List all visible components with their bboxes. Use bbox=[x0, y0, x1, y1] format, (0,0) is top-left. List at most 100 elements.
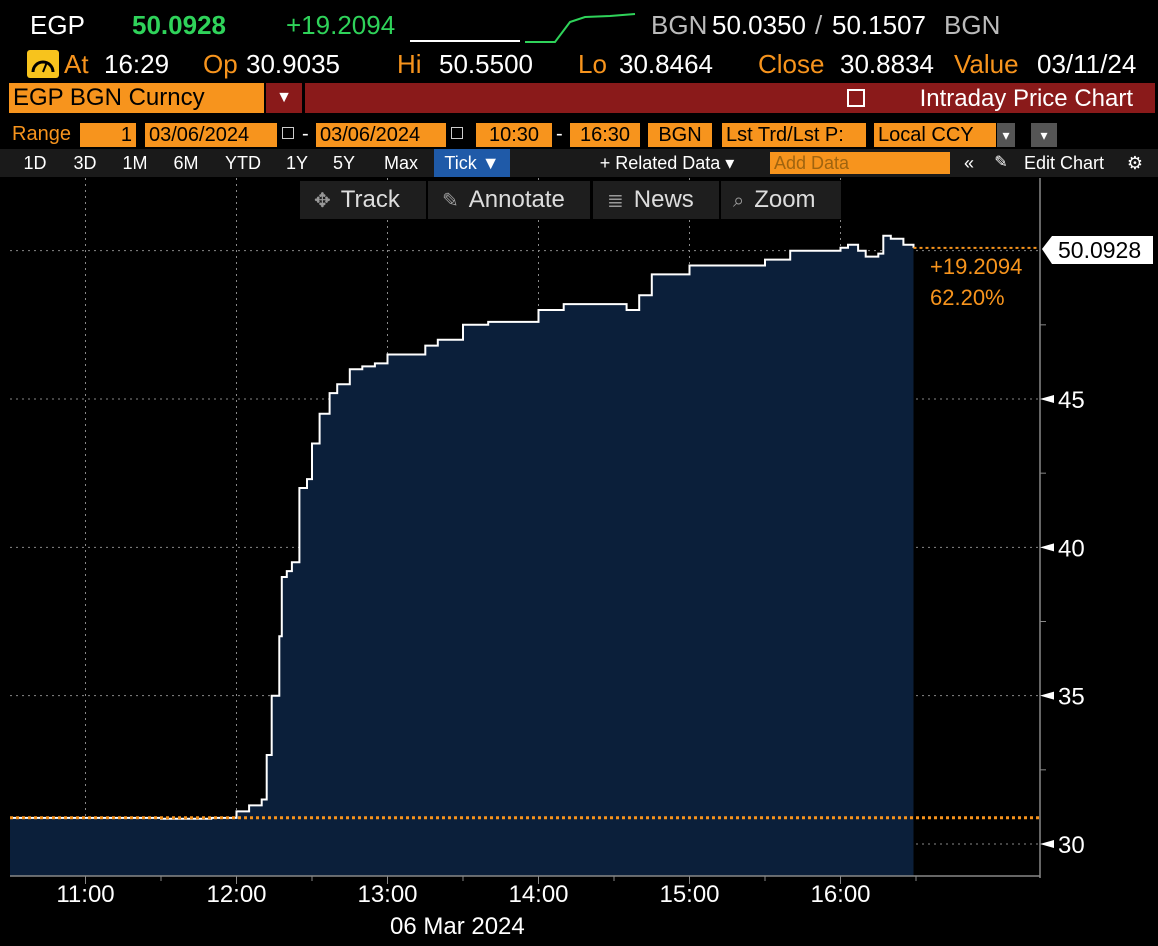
popout-icon[interactable] bbox=[847, 89, 865, 107]
range-label: Range bbox=[12, 123, 71, 145]
pencil-icon[interactable]: ✎ bbox=[994, 154, 1008, 171]
chart-toolbar: ✥ Track ✎ Annotate ≣ News ⌕ Zoom bbox=[300, 181, 841, 219]
close-value: 30.8834 bbox=[840, 49, 934, 79]
value-date: 03/11/24 bbox=[1037, 49, 1137, 79]
add-data-input[interactable]: Add Data bbox=[770, 152, 950, 174]
time-dash: - bbox=[556, 123, 563, 145]
last-price-tag: 50.0928 bbox=[1042, 236, 1153, 264]
annotate-label: Annotate bbox=[468, 186, 565, 213]
x-tick-label: 14:00 bbox=[508, 881, 568, 908]
chart-title-bar: Intraday Price Chart bbox=[305, 83, 1155, 113]
price-change: +19.2094 bbox=[286, 10, 396, 40]
currency-input[interactable]: BGN bbox=[648, 123, 712, 147]
ticker-label: EGP bbox=[30, 10, 85, 40]
zoom-button[interactable]: ⌕ Zoom bbox=[721, 181, 841, 219]
y-tick-marker bbox=[1040, 543, 1054, 552]
bid-ccy: BGN bbox=[651, 10, 708, 40]
zoom-label: Zoom bbox=[754, 186, 816, 213]
gear-icon[interactable]: ⚙ bbox=[1126, 153, 1144, 173]
sparkline-baseline bbox=[410, 40, 520, 42]
x-tick-label: 12:00 bbox=[206, 881, 266, 908]
bid-price: 50.0350 bbox=[712, 10, 806, 40]
news-icon: ≣ bbox=[607, 190, 624, 212]
track-button[interactable]: ✥ Track bbox=[300, 181, 426, 219]
security-input[interactable]: EGP BGN Curncy bbox=[9, 83, 264, 113]
ask-ccy: BGN bbox=[944, 10, 1001, 40]
y-tick-marker bbox=[1040, 840, 1054, 848]
end-date-input[interactable]: 03/06/2024 bbox=[316, 123, 446, 147]
quote-stats: At 16:29 Op 30.9035 Hi 50.5500 Lo 30.846… bbox=[0, 48, 1158, 80]
title-bar: EGP BGN Curncy ▼ Intraday Price Chart bbox=[0, 82, 1158, 114]
annotate-button[interactable]: ✎ Annotate bbox=[428, 181, 590, 219]
low-label: Lo bbox=[578, 49, 607, 79]
period-max[interactable]: Max bbox=[383, 153, 418, 173]
edit-chart-button[interactable]: Edit Chart bbox=[1023, 153, 1105, 173]
period-1d[interactable]: 1D bbox=[23, 153, 47, 173]
gauge-icon[interactable] bbox=[27, 50, 59, 78]
period-3d[interactable]: 3D bbox=[73, 153, 97, 173]
pen-icon: ✎ bbox=[442, 190, 459, 212]
open-label: Op bbox=[203, 49, 238, 79]
period-bar: 1D 3D 1M 6M YTD 1Y 5Y Max Tick ▼ + Relat… bbox=[0, 149, 1158, 177]
magnifier-icon: ⌕ bbox=[733, 190, 745, 212]
price-line bbox=[10, 234, 915, 820]
news-label: News bbox=[633, 186, 694, 213]
y-tick-label: 35 bbox=[1058, 684, 1085, 711]
close-label: Close bbox=[758, 49, 825, 79]
price-area bbox=[10, 235, 914, 877]
sparkline bbox=[525, 13, 636, 43]
calendar-icon[interactable] bbox=[282, 127, 294, 139]
range-count-input[interactable]: 1 bbox=[80, 123, 136, 147]
period-1m[interactable]: 1M bbox=[122, 153, 148, 173]
related-data-button[interactable]: + Related Data ▾ bbox=[599, 153, 735, 173]
y-ticks: 30 35 40 45 bbox=[1040, 387, 1085, 859]
security-dropdown[interactable]: ▼ bbox=[266, 83, 302, 113]
calendar-icon[interactable] bbox=[451, 127, 463, 139]
y-tick-marker bbox=[1040, 395, 1054, 403]
last-price-tag-label: 50.0928 bbox=[1058, 237, 1141, 263]
start-time-input[interactable]: 10:30 bbox=[476, 123, 552, 147]
x-tick-label: 16:00 bbox=[810, 881, 870, 908]
period-6m[interactable]: 6M bbox=[173, 153, 199, 173]
pct-annotation: 62.20% bbox=[930, 285, 1005, 310]
end-time-input[interactable]: 16:30 bbox=[570, 123, 640, 147]
open-value: 30.9035 bbox=[246, 49, 340, 79]
start-date-input[interactable]: 03/06/2024 bbox=[145, 123, 277, 147]
crosshair-icon: ✥ bbox=[314, 190, 331, 212]
value-label: Value bbox=[954, 49, 1019, 79]
x-axis-date-label: 06 Mar 2024 bbox=[390, 913, 525, 940]
x-tick-label: 15:00 bbox=[659, 881, 719, 908]
filter-dropdown[interactable]: ▾ bbox=[1031, 123, 1057, 147]
ccy-mode-dropdown[interactable]: ▾ bbox=[997, 123, 1015, 147]
high-label: Hi bbox=[397, 49, 422, 79]
y-tick-label: 45 bbox=[1058, 387, 1085, 414]
track-label: Track bbox=[340, 186, 400, 213]
period-5y[interactable]: 5Y bbox=[332, 153, 356, 173]
low-value: 30.8464 bbox=[619, 49, 713, 79]
last-price: 50.0928 bbox=[132, 10, 226, 40]
x-ticks: 11:00 12:00 13:00 14:00 15:00 16:00 bbox=[56, 876, 917, 908]
bid-ask-separator: / bbox=[815, 10, 823, 40]
ccy-mode-select[interactable]: Local CCY bbox=[874, 123, 996, 147]
at-value: 16:29 bbox=[104, 49, 170, 79]
chart-title: Intraday Price Chart bbox=[919, 85, 1133, 112]
quote-header: EGP 50.0928 +19.2094 BGN 50.0350 / 50.15… bbox=[0, 0, 1158, 46]
collapse-icon[interactable]: « bbox=[963, 153, 974, 173]
y-tick-marker bbox=[1040, 691, 1054, 700]
y-tick-label: 30 bbox=[1058, 832, 1085, 859]
at-label: At bbox=[64, 49, 89, 79]
period-ytd[interactable]: YTD bbox=[225, 153, 261, 173]
range-bar: Range 1 03/06/2024 - 03/06/2024 10:30 - … bbox=[0, 121, 1158, 149]
period-1y[interactable]: 1Y bbox=[285, 153, 309, 173]
range-dash: - bbox=[302, 123, 309, 145]
high-value: 50.5500 bbox=[439, 49, 533, 79]
change-annotation: +19.2094 bbox=[930, 254, 1022, 279]
field-select[interactable]: Lst Trd/Lst P: bbox=[722, 123, 866, 147]
ask-price: 50.1507 bbox=[832, 10, 926, 40]
news-button[interactable]: ≣ News bbox=[593, 181, 719, 219]
tick-button[interactable]: Tick ▼ bbox=[434, 149, 510, 177]
x-tick-label: 11:00 bbox=[56, 881, 114, 908]
y-tick-label: 40 bbox=[1058, 535, 1085, 562]
x-tick-label: 13:00 bbox=[357, 881, 417, 908]
